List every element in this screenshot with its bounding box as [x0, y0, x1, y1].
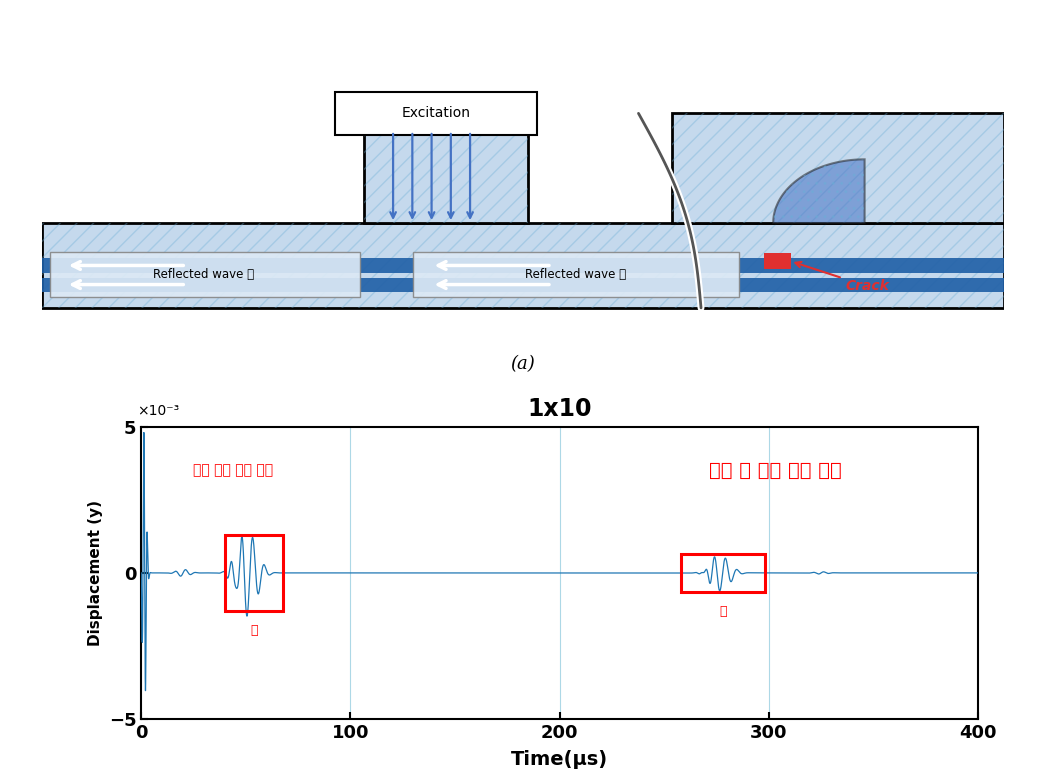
X-axis label: Time(μs): Time(μs) — [511, 751, 608, 769]
FancyBboxPatch shape — [42, 223, 1004, 308]
FancyBboxPatch shape — [49, 252, 361, 297]
Text: 결함 및 저면 반사 신호: 결함 및 저면 반사 신호 — [709, 461, 841, 480]
FancyBboxPatch shape — [336, 92, 538, 135]
Text: 좌측 꾸단 반사 신호: 좌측 꾸단 반사 신호 — [194, 464, 273, 478]
Text: Reflected wave ⓐ: Reflected wave ⓐ — [153, 268, 254, 281]
Text: Crack: Crack — [795, 262, 889, 293]
Text: ⓑ: ⓑ — [719, 605, 727, 618]
Y-axis label: Displacement (y): Displacement (y) — [88, 500, 104, 646]
Text: (a): (a) — [510, 355, 536, 374]
Text: Excitation: Excitation — [402, 106, 471, 121]
FancyBboxPatch shape — [673, 113, 1004, 223]
FancyBboxPatch shape — [364, 113, 528, 223]
Polygon shape — [773, 159, 865, 223]
Bar — [225, 535, 283, 611]
FancyBboxPatch shape — [764, 254, 791, 269]
FancyBboxPatch shape — [42, 278, 1004, 292]
FancyBboxPatch shape — [413, 252, 738, 297]
FancyBboxPatch shape — [42, 258, 1004, 272]
Bar — [681, 554, 765, 592]
Text: ⓐ: ⓐ — [250, 624, 258, 637]
Text: ×10⁻³: ×10⁻³ — [137, 404, 179, 418]
Title: 1x10: 1x10 — [527, 397, 592, 421]
Text: Reflected wave ⓑ: Reflected wave ⓑ — [525, 268, 627, 281]
